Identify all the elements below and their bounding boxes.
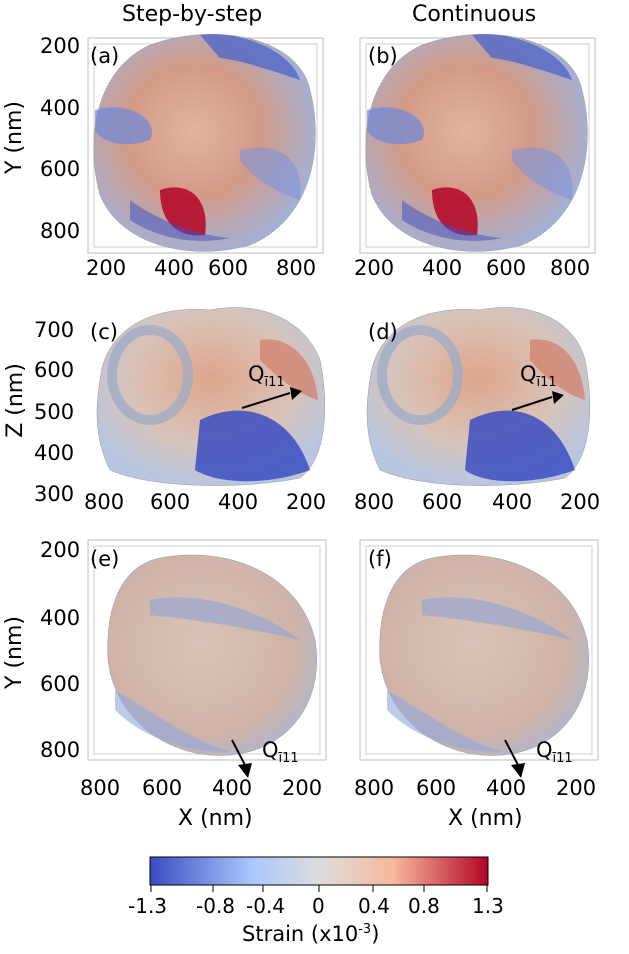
row3-x-tick: 800 bbox=[354, 776, 395, 800]
row3-x-tick: 600 bbox=[416, 776, 457, 800]
panel-f-graphic bbox=[359, 539, 599, 778]
panel-b-graphic bbox=[359, 34, 596, 254]
row3-y-axis-label: Y (nm) bbox=[1, 616, 27, 689]
row3-y-tick: 600 bbox=[40, 672, 81, 696]
row2-x-tick: 600 bbox=[422, 490, 463, 514]
colorbar bbox=[149, 856, 489, 892]
panel-label-e: (e) bbox=[90, 547, 120, 571]
panel-d-graphic bbox=[366, 307, 591, 486]
row1-x-tick: 800 bbox=[276, 256, 317, 280]
row1-y-axis-label: Y (nm) bbox=[1, 101, 27, 174]
q-vector-label-c: Qī11 bbox=[248, 362, 285, 391]
colorbar-tick: 1.3 bbox=[472, 894, 504, 918]
panel-label-f: (f) bbox=[368, 547, 392, 571]
colorbar-tick: 0 bbox=[312, 894, 325, 918]
row2-x-tick: 600 bbox=[150, 490, 191, 514]
row3-x-axis-label-left: X (nm) bbox=[178, 806, 253, 831]
panel-a-graphic bbox=[87, 34, 324, 254]
row3-x-axis-label-right: X (nm) bbox=[448, 806, 523, 831]
row1-y-tick: 400 bbox=[40, 96, 81, 120]
colorbar-tick: 0.8 bbox=[408, 894, 440, 918]
row3-x-tick: 400 bbox=[212, 776, 253, 800]
row1-x-tick: 400 bbox=[422, 256, 463, 280]
row2-z-tick: 500 bbox=[34, 400, 75, 424]
colorbar-label: Strain (x10-3) bbox=[242, 922, 380, 946]
row1-y-tick: 200 bbox=[40, 34, 81, 58]
row2-z-tick: 400 bbox=[34, 441, 75, 465]
q-vector-label-f: Qī11 bbox=[536, 738, 573, 767]
q-vector-label-e: Qī11 bbox=[262, 738, 299, 767]
row2-x-tick: 800 bbox=[354, 490, 395, 514]
row2-z-axis-label: Z (nm) bbox=[2, 363, 28, 438]
colorbar-tick: 0.4 bbox=[358, 894, 390, 918]
column-title-continuous: Continuous bbox=[412, 2, 537, 27]
row3-x-tick: 800 bbox=[80, 776, 121, 800]
panel-label-d: (d) bbox=[368, 320, 398, 344]
row2-x-tick: 400 bbox=[218, 490, 259, 514]
row3-y-tick: 200 bbox=[40, 538, 81, 562]
row3-x-tick: 400 bbox=[486, 776, 527, 800]
colorbar-tick: -1.3 bbox=[128, 894, 168, 918]
row2-z-tick: 300 bbox=[34, 482, 75, 506]
q-vector-label-d: Qī11 bbox=[520, 362, 557, 391]
row3-x-tick: 600 bbox=[142, 776, 183, 800]
row3-x-tick: 200 bbox=[556, 776, 597, 800]
row1-x-tick: 200 bbox=[86, 256, 127, 280]
row1-x-tick: 600 bbox=[486, 256, 527, 280]
row2-z-tick: 600 bbox=[34, 358, 75, 382]
panel-label-b: (b) bbox=[368, 44, 398, 68]
row1-y-tick: 800 bbox=[40, 219, 81, 243]
row3-y-tick: 800 bbox=[40, 738, 81, 762]
row2-z-tick: 700 bbox=[34, 318, 75, 342]
panel-e-graphic bbox=[87, 539, 327, 778]
row2-x-tick: 800 bbox=[84, 490, 125, 514]
row2-x-tick: 200 bbox=[286, 490, 327, 514]
row1-x-tick: 200 bbox=[354, 256, 395, 280]
panel-label-a: (a) bbox=[90, 44, 120, 68]
row3-y-tick: 400 bbox=[40, 606, 81, 630]
column-title-step-by-step: Step-by-step bbox=[122, 2, 263, 27]
colorbar-tick: -0.4 bbox=[246, 894, 286, 918]
row1-x-tick: 400 bbox=[154, 256, 195, 280]
row2-x-tick: 400 bbox=[492, 490, 533, 514]
row1-y-tick: 600 bbox=[40, 157, 81, 181]
panel-c-graphic bbox=[96, 307, 326, 486]
panel-label-c: (c) bbox=[90, 320, 118, 344]
colorbar-tick: -0.8 bbox=[196, 894, 236, 918]
row2-x-tick: 200 bbox=[560, 490, 601, 514]
row1-x-tick: 800 bbox=[550, 256, 591, 280]
row3-x-tick: 200 bbox=[282, 776, 323, 800]
row1-x-tick: 600 bbox=[208, 256, 249, 280]
